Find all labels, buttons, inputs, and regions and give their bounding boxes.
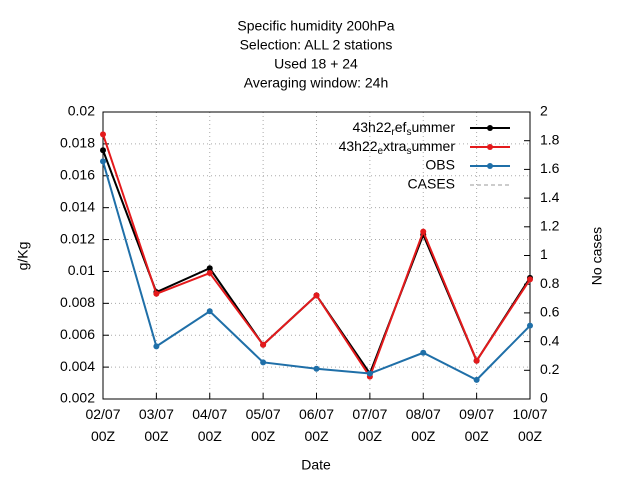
y2-tick-label: 0.2 (540, 361, 560, 377)
legend-label: 43h22extrasummer (339, 138, 456, 157)
y-tick-label: 0.004 (60, 358, 95, 374)
data-point (100, 131, 106, 138)
y2-tick-label: 0 (540, 390, 548, 406)
y-axis-label: g/Kg (15, 242, 31, 271)
x-tick-label: 03/07 00Z (139, 406, 174, 444)
x-tick-label: 10/07 00Z (512, 406, 547, 444)
x-axis-label: Date (301, 457, 331, 473)
y2-tick-label: 1.2 (540, 218, 560, 234)
y-tick-label: 0.016 (60, 166, 95, 182)
legend-marker (487, 125, 493, 131)
y-tick-label: 0.006 (60, 326, 95, 342)
data-point (206, 265, 213, 272)
data-point (473, 376, 480, 383)
x-tick-label: 09/07 00Z (459, 406, 494, 444)
y-tick-label: 0.01 (68, 262, 95, 278)
y2-tick-label: 1 (540, 246, 548, 262)
data-point (313, 365, 320, 372)
y-tick-label: 0.002 (60, 390, 95, 406)
legend-label: 43h22refsummer (352, 119, 455, 138)
y-tick-label: 0.014 (60, 198, 95, 214)
x-tick-label: 06/07 00Z (299, 406, 334, 444)
x-tick-label: 08/07 00Z (406, 406, 441, 444)
legend-label: OBS (425, 157, 455, 173)
data-point (366, 370, 373, 377)
y2-tick-label: 2 (540, 103, 548, 119)
series-line (102, 161, 531, 382)
data-point (420, 228, 427, 235)
y-tick-label: 0.018 (60, 135, 95, 151)
data-point (420, 349, 427, 356)
y2-tick-label: 1.6 (540, 160, 560, 176)
chart-title: Used 18 + 24 (274, 56, 358, 72)
data-point (260, 359, 267, 366)
y-tick-label: 0.012 (60, 230, 95, 246)
data-point (527, 276, 533, 283)
legend-marker (487, 163, 493, 169)
data-point (153, 343, 160, 350)
y-tick-label: 0.008 (60, 294, 95, 310)
x-tick-label: 07/07 00Z (352, 406, 387, 444)
chart-title: Averaging window: 24h (244, 75, 389, 91)
y2-axis-label: No cases (589, 227, 605, 285)
data-point (313, 292, 320, 299)
data-point (153, 290, 160, 297)
data-point (100, 147, 106, 154)
data-point (100, 158, 106, 165)
data-point (206, 308, 213, 315)
data-point (527, 322, 533, 329)
x-tick-label: 02/07 00Z (85, 406, 120, 444)
y2-tick-label: 0.6 (540, 304, 560, 320)
y2-tick-label: 0.4 (540, 332, 560, 348)
y2-tick-label: 1.4 (540, 189, 560, 205)
plot-frame (102, 111, 531, 400)
data-point (473, 357, 480, 364)
chart-title: Specific humidity 200hPa (237, 18, 394, 34)
y-tick-label: 0.02 (68, 103, 95, 119)
data-point (260, 341, 267, 348)
chart-title: Selection: ALL 2 stations (240, 37, 393, 53)
y2-tick-label: 1.8 (540, 131, 560, 147)
data-point (206, 270, 213, 277)
x-tick-label: 04/07 00Z (192, 406, 227, 444)
y2-tick-label: 0.8 (540, 275, 560, 291)
x-tick-label: 05/07 00Z (246, 406, 281, 444)
legend-label: CASES (408, 176, 455, 192)
legend-marker (487, 144, 493, 150)
